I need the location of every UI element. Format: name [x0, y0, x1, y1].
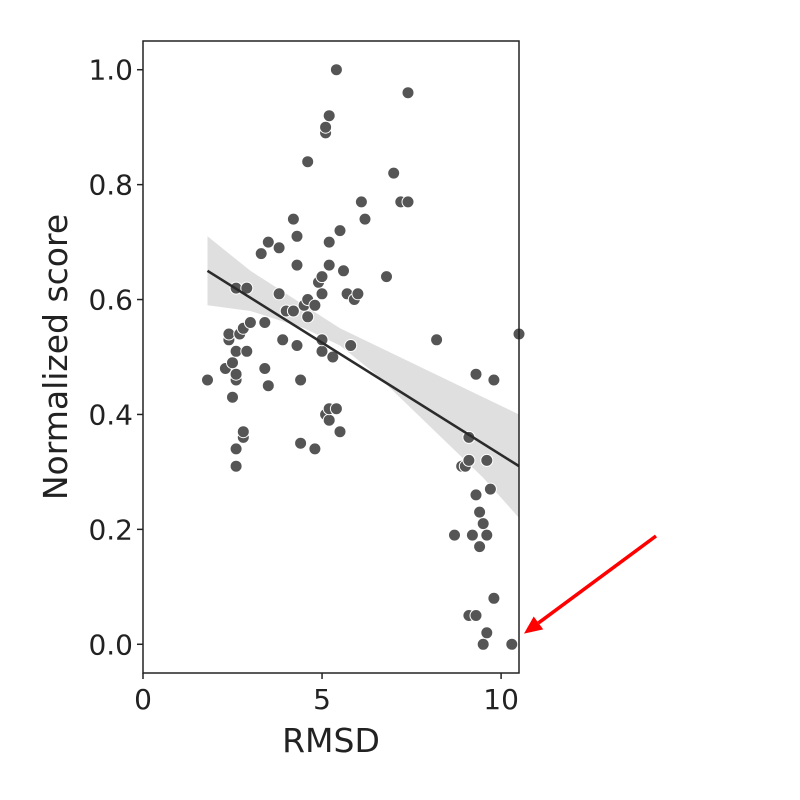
data-point	[480, 528, 494, 542]
data-point	[315, 287, 329, 301]
y-axis-label: Normalized score	[36, 214, 75, 500]
data-point	[254, 247, 268, 261]
data-point	[290, 258, 304, 272]
data-point	[229, 367, 243, 381]
plot-frame	[142, 40, 520, 674]
data-point	[380, 270, 393, 284]
x-axis-label: RMSD	[282, 721, 380, 760]
data-point	[351, 287, 365, 301]
data-point	[290, 229, 304, 243]
data-point	[261, 379, 275, 393]
data-point	[222, 327, 236, 341]
data-point	[301, 310, 315, 324]
data-point	[322, 258, 336, 272]
data-point	[240, 344, 254, 358]
data-point	[308, 442, 322, 456]
data-point	[358, 212, 372, 226]
data-point	[476, 637, 490, 651]
data-point	[354, 195, 368, 209]
data-point	[322, 109, 336, 123]
data-point	[226, 390, 239, 404]
data-point	[201, 373, 214, 387]
data-point	[258, 316, 272, 329]
y-tick-label: 0.4	[88, 398, 133, 431]
data-point	[337, 264, 350, 278]
data-point	[301, 155, 315, 169]
y-tick-label: 0.8	[88, 169, 133, 202]
data-points-layer	[201, 63, 526, 651]
data-point	[290, 339, 304, 352]
data-point	[487, 591, 501, 605]
data-point	[322, 235, 336, 249]
data-point	[333, 425, 347, 439]
data-point	[319, 120, 333, 134]
data-point	[294, 436, 308, 450]
axis-ticks-layer: 0 5 10 0.0 0.2 0.4 0.6 0.8 1.0	[88, 54, 518, 716]
y-tick-label: 0.6	[88, 284, 133, 317]
annotation-arrow-shaft	[537, 534, 658, 625]
data-point	[243, 316, 257, 329]
regression-line	[206, 269, 520, 468]
data-point	[483, 482, 497, 496]
data-point	[387, 166, 401, 180]
data-point	[315, 344, 329, 358]
x-tick-label: 0	[134, 683, 152, 716]
data-point	[276, 333, 290, 347]
annotation-layer	[524, 534, 658, 634]
y-tick-label: 1.0	[88, 54, 133, 87]
data-point	[308, 298, 322, 312]
data-point	[469, 488, 483, 502]
data-point	[476, 517, 490, 531]
data-point	[487, 373, 501, 387]
data-point	[480, 453, 494, 467]
data-point	[469, 609, 483, 622]
data-point	[272, 241, 286, 255]
data-point	[272, 287, 286, 301]
x-tick-label: 5	[313, 683, 331, 716]
data-point	[333, 224, 347, 238]
data-point	[229, 442, 243, 456]
data-point	[261, 235, 275, 249]
y-tick-label: 0.2	[88, 513, 133, 546]
data-point	[329, 402, 343, 416]
data-point	[469, 367, 483, 381]
data-point	[286, 304, 300, 318]
data-point	[322, 413, 336, 427]
data-point	[294, 373, 308, 387]
data-point	[473, 540, 487, 554]
data-point	[465, 528, 479, 542]
annotation-arrow-head	[524, 616, 544, 634]
data-point	[226, 356, 239, 370]
data-point	[448, 528, 461, 542]
data-point	[344, 339, 358, 352]
data-point	[229, 459, 243, 473]
data-point	[286, 212, 300, 226]
data-point	[480, 626, 494, 640]
data-point	[315, 270, 329, 284]
regression-line-layer	[206, 269, 520, 468]
data-point	[401, 86, 415, 100]
data-point	[236, 425, 250, 439]
data-point	[329, 63, 343, 77]
data-point	[430, 333, 444, 347]
data-point	[401, 195, 415, 209]
data-point	[473, 505, 487, 519]
data-point	[258, 362, 272, 375]
y-tick-label: 0.0	[88, 628, 133, 661]
x-tick-label: 10	[483, 683, 519, 716]
data-point	[462, 453, 476, 467]
data-point	[326, 350, 340, 364]
data-point	[505, 637, 519, 651]
